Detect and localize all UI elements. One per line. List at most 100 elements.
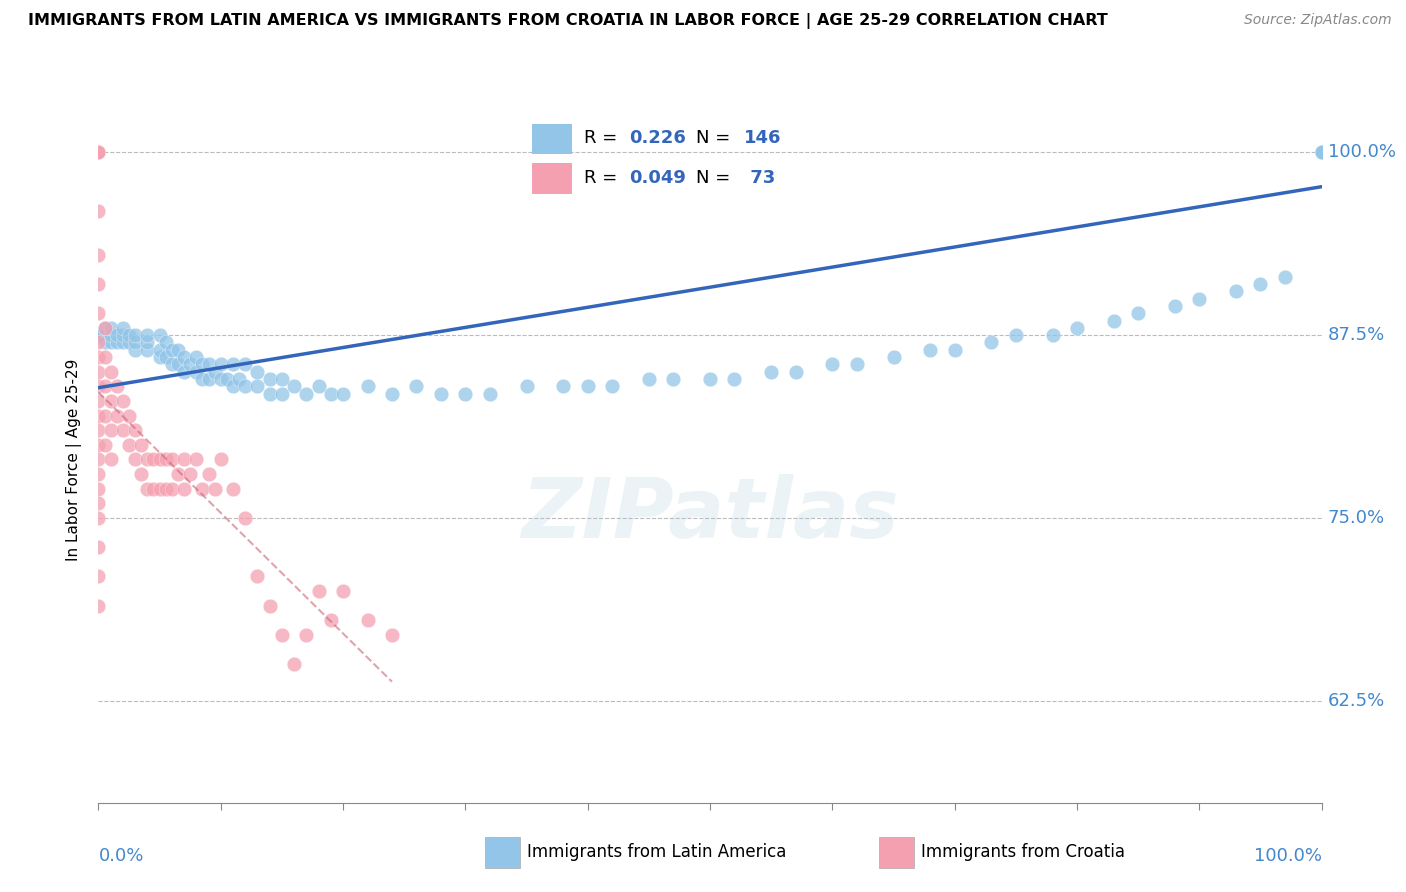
Point — [259, 599, 281, 613]
Point — [1310, 145, 1333, 160]
Point — [167, 358, 190, 372]
Point — [100, 452, 122, 467]
Point — [142, 482, 165, 496]
Point — [1310, 145, 1333, 160]
Point — [87, 482, 110, 496]
Point — [332, 583, 354, 598]
Point — [1310, 145, 1333, 160]
Point — [1310, 145, 1333, 160]
Point — [173, 365, 195, 379]
Point — [209, 358, 232, 372]
Point — [1310, 145, 1333, 160]
Text: 0.0%: 0.0% — [98, 847, 143, 865]
Point — [381, 386, 404, 401]
Point — [1310, 145, 1333, 160]
Point — [920, 343, 942, 357]
Point — [1042, 328, 1064, 343]
Point — [1102, 313, 1125, 327]
Point — [1249, 277, 1271, 291]
Point — [191, 358, 214, 372]
Point — [155, 452, 177, 467]
Point — [1310, 145, 1333, 160]
Point — [100, 335, 122, 350]
Point — [186, 452, 208, 467]
Point — [222, 379, 245, 393]
Point — [142, 452, 165, 467]
Point — [785, 365, 807, 379]
Point — [111, 423, 134, 437]
Point — [1310, 145, 1333, 160]
Point — [93, 335, 115, 350]
Point — [295, 386, 318, 401]
Point — [1310, 145, 1333, 160]
Y-axis label: In Labor Force | Age 25-29: In Labor Force | Age 25-29 — [66, 359, 83, 560]
Text: 146: 146 — [744, 129, 782, 147]
Point — [100, 365, 122, 379]
Point — [308, 583, 330, 598]
Point — [1310, 145, 1333, 160]
Point — [155, 335, 177, 350]
Point — [1310, 145, 1333, 160]
Point — [129, 438, 152, 452]
Point — [1310, 145, 1333, 160]
Point — [87, 540, 110, 554]
Point — [1310, 145, 1333, 160]
Point — [111, 393, 134, 408]
Point — [87, 569, 110, 583]
Point — [233, 379, 256, 393]
Point — [356, 379, 378, 393]
Point — [124, 335, 146, 350]
Point — [173, 350, 195, 364]
Point — [1310, 145, 1333, 160]
Point — [821, 358, 844, 372]
Point — [1310, 145, 1333, 160]
Text: R =: R = — [583, 129, 617, 147]
Point — [332, 386, 354, 401]
Point — [93, 379, 115, 393]
Point — [105, 328, 128, 343]
Point — [93, 321, 115, 335]
Text: 100.0%: 100.0% — [1327, 144, 1396, 161]
Point — [761, 365, 783, 379]
Point — [87, 409, 110, 423]
Point — [553, 379, 575, 393]
Text: 0.049: 0.049 — [628, 169, 686, 186]
Point — [155, 350, 177, 364]
Bar — [533, 163, 572, 194]
Point — [1274, 269, 1296, 284]
Point — [87, 328, 110, 343]
Point — [1310, 145, 1333, 160]
Point — [283, 379, 305, 393]
Point — [136, 482, 159, 496]
Point — [222, 482, 245, 496]
Point — [111, 321, 134, 335]
Point — [124, 328, 146, 343]
Point — [191, 482, 214, 496]
Point — [93, 409, 115, 423]
Point — [246, 379, 269, 393]
Point — [1310, 145, 1333, 160]
Point — [100, 328, 122, 343]
Point — [515, 379, 537, 393]
Text: Source: ZipAtlas.com: Source: ZipAtlas.com — [1244, 13, 1392, 28]
Point — [1225, 285, 1247, 299]
Point — [100, 393, 122, 408]
Point — [179, 358, 201, 372]
Point — [1310, 145, 1333, 160]
Point — [1310, 145, 1333, 160]
Point — [478, 386, 501, 401]
Point — [149, 452, 172, 467]
Point — [100, 423, 122, 437]
Point — [699, 372, 721, 386]
Point — [197, 372, 219, 386]
Point — [1310, 145, 1333, 160]
Point — [87, 328, 110, 343]
Point — [204, 365, 226, 379]
Point — [1310, 145, 1333, 160]
Point — [87, 423, 110, 437]
Point — [233, 511, 256, 525]
Point — [1128, 306, 1150, 320]
Point — [1310, 145, 1333, 160]
Point — [167, 467, 190, 481]
Point — [1310, 145, 1333, 160]
